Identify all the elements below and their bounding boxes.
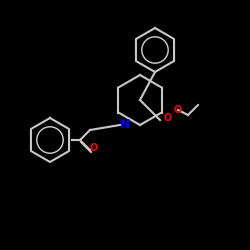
Text: O: O xyxy=(164,113,172,123)
Text: N: N xyxy=(120,118,130,132)
Text: O: O xyxy=(90,143,98,153)
Text: O: O xyxy=(174,105,182,115)
